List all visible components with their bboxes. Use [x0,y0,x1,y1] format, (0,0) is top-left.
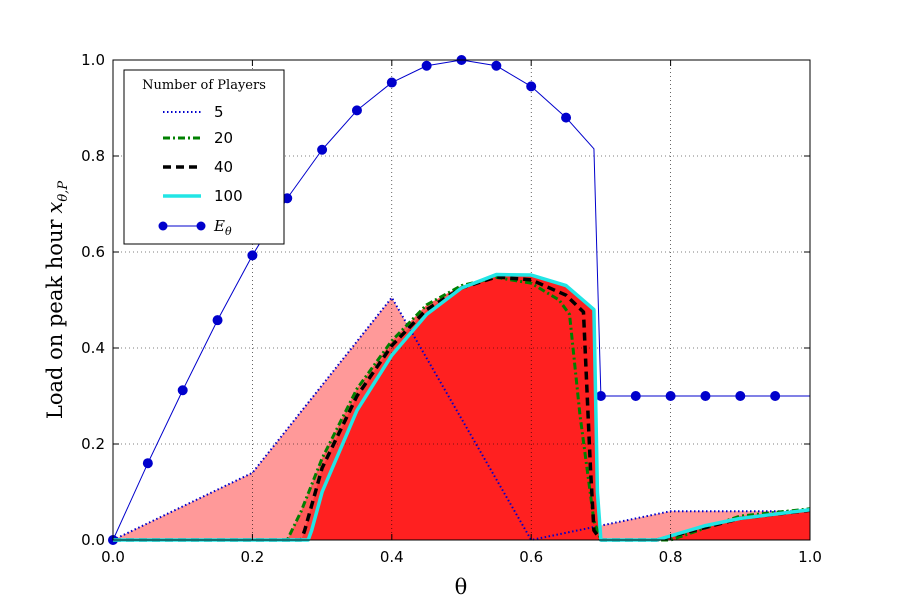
line-series-5 [112,296,810,541]
y-axis-label-symbol: x [43,201,67,213]
x-tick-label: 0.8 [659,548,683,566]
legend-marker [196,221,206,231]
legend-label-subscript: θ [225,225,232,238]
y-tick-label: 0.0 [81,531,105,549]
y-tick-label: 0.4 [81,339,105,357]
legend-label-20: 20 [214,129,233,147]
y-tick-label: 0.2 [81,435,105,453]
legend-box [123,69,285,245]
x-tick-label: 0.0 [101,548,125,566]
y-tick-label: 0.6 [81,243,105,261]
marker-point [177,385,188,396]
marker-point [421,60,432,71]
x-tick-label: 1.0 [798,548,822,566]
marker-point [770,391,781,401]
marker-point [212,315,223,326]
marker-point [700,391,711,401]
plot-frame [112,59,811,541]
legend-label-5: 5 [214,103,224,121]
marker-point [561,112,572,123]
legend-marker [158,221,168,231]
y-tick-label: 1.0 [81,51,105,69]
marker-point [351,105,362,116]
marker-point [386,77,397,88]
marker-point [142,458,153,469]
marker-point [630,391,641,401]
marker-point [595,391,606,401]
legend-title: Number of Players [142,78,266,93]
legend-label-40: 40 [214,158,233,176]
y-axis-label: Load on peak hour xθ,P [43,181,71,419]
legend: Number of Players 5 20 40 100 Eθ [123,69,285,245]
legend-label-100: 100 [214,187,243,205]
legend-label-E: Eθ [213,217,232,238]
marker-point [317,144,328,155]
series-lines [108,55,811,545]
line-series-E [112,59,810,541]
area-fill-series-5 [113,297,810,540]
marker-point [247,250,258,261]
area-fills [113,274,810,540]
y-axis-label-subscript: θ,P [56,181,71,202]
marker-point [526,81,537,92]
x-tick-label: 0.2 [240,548,264,566]
area-fill-series-100 [113,274,810,540]
axis-ticks: 0.0 0.2 0.4 0.6 0.8 1.0 0.0 0.2 0.4 0.6 0.8 1.0 [81,51,822,566]
marker-point [665,391,676,401]
legend-label-symbol: E [213,217,225,235]
line-series-100 [113,272,811,542]
y-tick-label: 0.8 [81,147,105,165]
marker-point [735,391,746,401]
x-axis-label: θ [455,575,468,599]
x-tick-label: 0.6 [519,548,543,566]
line-series-40 [113,275,811,542]
x-tick-label: 0.4 [380,548,404,566]
marker-point [491,60,502,71]
y-axis-label-text: Load on peak hour [43,219,67,420]
